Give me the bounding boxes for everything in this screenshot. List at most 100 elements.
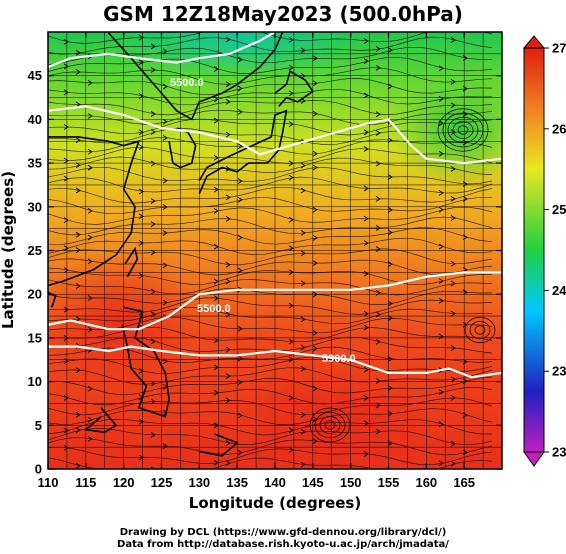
streamline-arrow [363, 38, 369, 44]
vortex-streamline [314, 411, 346, 439]
streamline-arrow [75, 69, 81, 75]
streamline-arrow [150, 431, 156, 438]
streamline-arrow [162, 230, 168, 236]
streamline-arrow [63, 175, 69, 182]
streamline-arrow [438, 150, 444, 157]
streamline-arrow [225, 216, 231, 222]
streamline-arrow [450, 440, 456, 447]
streamline-arrow [75, 427, 81, 434]
streamline-arrow [300, 411, 306, 418]
streamline-arrow [63, 124, 69, 130]
colorbar-bar [523, 47, 545, 453]
streamline-arrow [87, 148, 93, 155]
streamline-arrow [300, 187, 306, 194]
streamline [48, 267, 493, 286]
streamline-arrow [87, 207, 93, 214]
streamline-arrow [150, 221, 156, 227]
streamline-arrow [63, 427, 69, 434]
streamline-arrow [237, 178, 243, 185]
streamline-arrow [75, 137, 81, 143]
contour-label: 5900.0 [322, 353, 356, 365]
vortex-streamline [309, 407, 351, 443]
streamline [48, 156, 493, 175]
streamline-arrow [450, 310, 456, 317]
streamline [48, 166, 493, 185]
streamline-arrow [288, 121, 294, 127]
streamline-arrow [150, 398, 156, 405]
streamline-arrow [288, 90, 294, 97]
streamline-arrow [387, 83, 393, 90]
vortex-streamline [474, 325, 486, 335]
streamline-arrow [363, 310, 369, 317]
vortex-streamline [452, 121, 474, 139]
streamline-arrow [300, 280, 306, 287]
streamline-arrow [387, 385, 393, 392]
streamline [48, 427, 493, 446]
streamline-arrow [162, 299, 168, 306]
streamline-arrow [450, 215, 456, 221]
streamline-arrow [288, 302, 294, 309]
streamline-arrow [450, 165, 456, 172]
streamline-arrow [363, 366, 369, 373]
colorbar-bottom-arrow [523, 451, 545, 467]
streamline-arrow [225, 261, 231, 268]
streamline-arrow [288, 394, 294, 401]
streamline-arrow [450, 37, 456, 43]
streamline-arrow [87, 295, 93, 301]
streamline-arrow [450, 376, 456, 383]
streamline-arrow [300, 344, 306, 351]
streamline-arrow [288, 160, 294, 167]
coastline [124, 246, 139, 278]
streamline-arrow [450, 280, 456, 287]
vortex-streamline [464, 316, 496, 344]
x-tick-label: 110 [38, 475, 59, 490]
y-tick-label: 0 [35, 462, 42, 477]
streamline-arrow [237, 449, 243, 456]
streamline-arrow [375, 130, 381, 136]
colorbar-tick-label: 270 [552, 41, 566, 56]
streamline-arrow [363, 420, 369, 427]
streamline-arrow [87, 164, 93, 171]
streamline [48, 408, 493, 426]
streamline [48, 258, 493, 276]
streamline-arrow [225, 98, 231, 105]
streamline-arrow [63, 38, 69, 45]
x-tick-label: 155 [378, 475, 400, 490]
streamline-arrow [138, 213, 144, 220]
streamline-arrow [312, 55, 318, 62]
colorbar-top-arrow [522, 35, 546, 49]
streamline-arrow [237, 56, 243, 63]
streamline-arrow [63, 89, 69, 96]
streamline [48, 227, 493, 246]
cold-region-north [120, 32, 360, 78]
streamline-arrow [87, 435, 93, 442]
vortex-streamline [457, 125, 469, 135]
contour-label-group: 5500.0 5500.0 5900.0 [170, 77, 356, 365]
streamline-arrow [288, 174, 294, 181]
y-tick-label: 20 [28, 287, 42, 302]
streamline [48, 446, 493, 466]
streamline-arrow [300, 230, 306, 236]
streamline-arrow [363, 185, 369, 192]
coastline [121, 306, 170, 418]
chart-title: GSM 12Z18May2023 (500.0hPa) [103, 2, 463, 26]
streamline-arrow [162, 443, 168, 449]
streamline-arrow [150, 198, 156, 204]
streamline-arrow [387, 137, 393, 144]
cold-region-northeast [390, 75, 502, 185]
streamline-arrow [138, 240, 144, 246]
streamline-arrow [387, 261, 393, 267]
streamline-arrow [450, 345, 456, 351]
streamline-arrow [225, 460, 231, 467]
y-tick-label: 40 [28, 112, 42, 127]
streamline-arrow [363, 240, 369, 247]
credit-line: Data from http://database.rish.kyoto-u.a… [117, 539, 449, 550]
streamline [48, 109, 493, 126]
streamline-arrow [312, 330, 318, 336]
streamline-arrow [225, 194, 231, 201]
streamline-arrow [450, 78, 456, 85]
streamline-arrow [375, 225, 381, 231]
streamline-arrow [438, 278, 444, 284]
x-tick-label: 140 [264, 475, 286, 490]
streamline [48, 118, 493, 136]
